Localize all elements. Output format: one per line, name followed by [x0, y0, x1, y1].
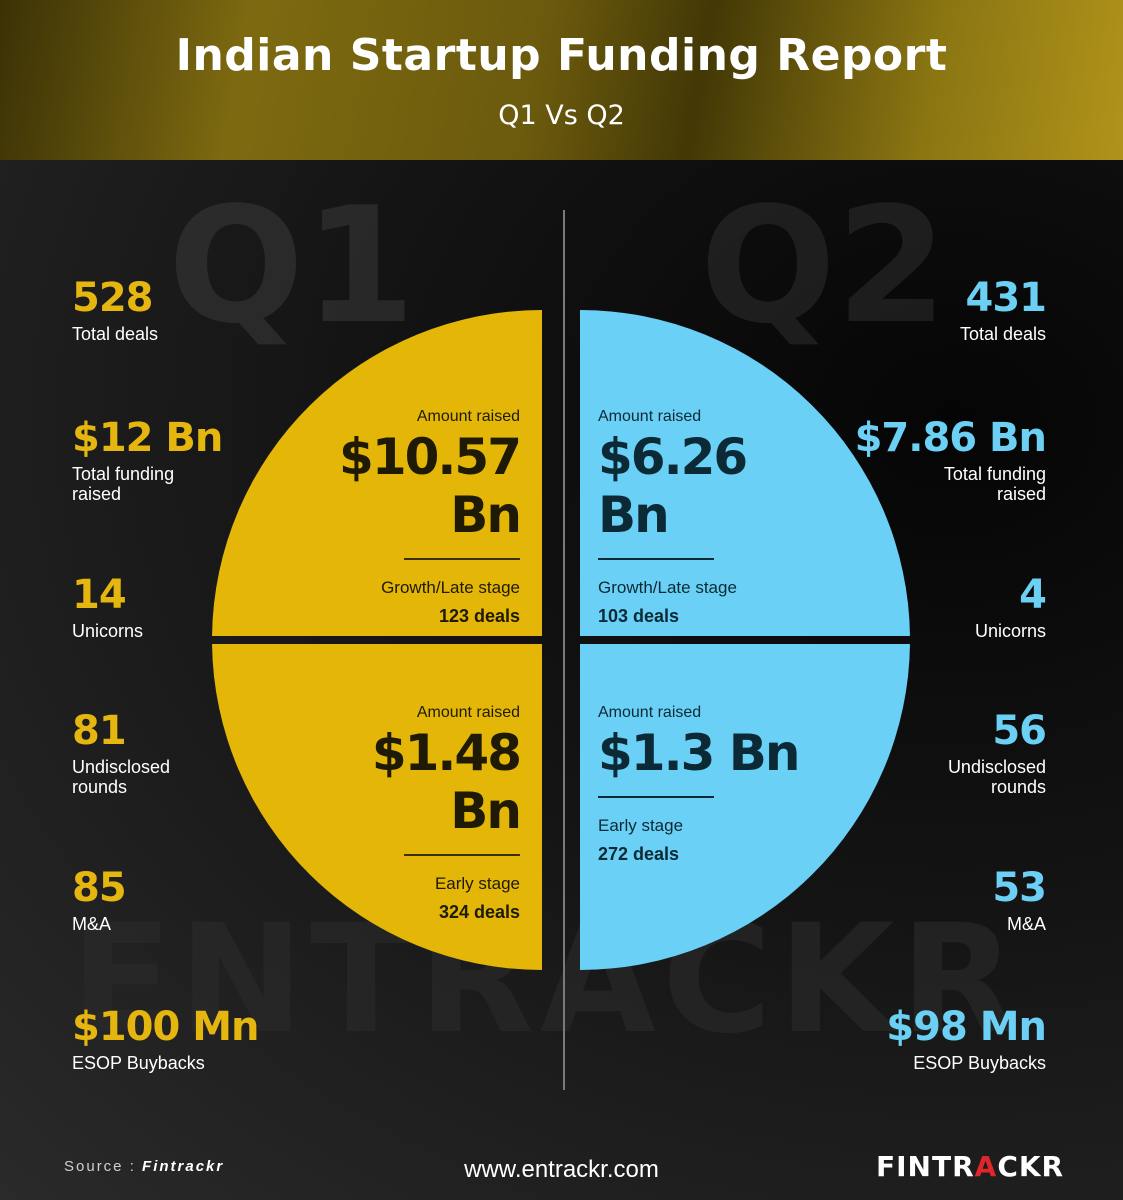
center-divider	[563, 210, 565, 1090]
website-url[interactable]: www.entrackr.com	[464, 1156, 659, 1183]
q2-early-stage-slice	[580, 644, 910, 970]
source-name: Fintrackr	[142, 1158, 225, 1175]
watermark: ENTRACKR	[70, 893, 1022, 1067]
q2-stat-value: $98 Mn	[886, 1004, 1047, 1050]
q2-stat-ma: 53 M&A	[786, 865, 1047, 934]
source-prefix: Source :	[64, 1158, 136, 1175]
q2-early-segment-label: Amount raised $1.3 Bn Early stage 272 de…	[598, 704, 828, 865]
q1-stat-ma: 85 M&A	[72, 866, 332, 934]
q1-stat-value: 528	[72, 275, 154, 321]
q2-stat-label: M&A	[1006, 914, 1046, 934]
q2-growth-stage-slice	[580, 310, 910, 636]
q2-stat-label: Total funding raised	[943, 464, 1046, 504]
fintrackr-logo: FINTRACKR	[876, 1150, 1064, 1183]
deals-count: 324 deals	[438, 902, 520, 922]
stage-label: Growth/Late stage	[598, 578, 737, 597]
q1-stat-value: 81	[72, 708, 127, 754]
logo-accent: A	[974, 1150, 998, 1183]
q1-background-text: Q1	[168, 172, 416, 359]
source-credit: Source : Fintrackr	[64, 1158, 224, 1175]
q2-stat-label: ESOP Buybacks	[913, 1053, 1046, 1073]
segment-rule	[404, 854, 520, 856]
q1-stat-value: $12 Bn	[72, 415, 223, 461]
q2-stat-unicorns: 4 Unicorns	[786, 572, 1047, 641]
q2-stat-value: 53	[992, 865, 1047, 911]
q2-stat-label: Unicorns	[974, 621, 1046, 641]
q1-early-segment-label: Amount raised $1.48 Bn Early stage 324 d…	[290, 704, 522, 923]
segment-rule	[598, 558, 714, 560]
q1-stat-total-funding: $12 Bn Total funding raised	[72, 416, 332, 504]
q1-stat-value: $100 Mn	[72, 1004, 260, 1050]
q1-early-stage-slice	[212, 644, 543, 970]
q2-stat-label: Total deals	[959, 324, 1046, 344]
page-subtitle: Q1 Vs Q2	[498, 100, 625, 131]
logo-part: CKR	[997, 1150, 1065, 1183]
amount-value: $1.48 Bn	[371, 724, 522, 840]
amount-raised-label: Amount raised	[416, 408, 520, 425]
q1-growth-segment-label: Amount raised $10.57 Bn Growth/Late stag…	[290, 408, 522, 627]
amount-value: $1.3 Bn	[598, 724, 800, 782]
deals-count: 272 deals	[598, 844, 680, 864]
amount-value: $10.57 Bn	[339, 428, 522, 544]
amount-raised-label: Amount raised	[598, 408, 702, 425]
header-banner: Indian Startup Funding Report Q1 Vs Q2	[0, 0, 1123, 160]
segment-rule	[598, 796, 714, 798]
q2-stat-total-funding: $7.86 Bn Total funding raised	[786, 415, 1047, 504]
q2-stat-esop: $98 Mn ESOP Buybacks	[786, 1004, 1047, 1073]
q1-stat-unicorns: 14 Unicorns	[72, 573, 332, 641]
q1-stat-label: M&A	[72, 914, 112, 934]
q2-stat-value: 431	[965, 275, 1048, 321]
q1-stat-value: 85	[72, 865, 127, 911]
q2-growth-segment-label: Amount raised $6.26 Bn Growth/Late stage…	[598, 408, 828, 627]
q1-stat-label: Undisclosed rounds	[72, 757, 171, 797]
deals-count: 123 deals	[438, 606, 520, 626]
q1-stat-esop: $100 Mn ESOP Buybacks	[72, 1005, 332, 1073]
q1-stat-label: ESOP Buybacks	[72, 1053, 205, 1073]
q1-growth-stage-slice	[212, 310, 543, 636]
amount-value: $6.26 Bn	[598, 428, 748, 544]
stage-label: Early stage	[598, 816, 684, 835]
stage-label: Early stage	[434, 874, 520, 893]
q1-stat-label: Total deals	[72, 324, 159, 344]
q1-stat-total-deals: 528 Total deals	[72, 276, 332, 344]
q2-stat-total-deals: 431 Total deals	[786, 275, 1048, 344]
amount-raised-label: Amount raised	[416, 704, 520, 721]
q1-stat-undisclosed: 81 Undisclosed rounds	[72, 709, 332, 797]
q1-stat-value: 14	[72, 572, 127, 618]
q1-stat-label: Unicorns	[72, 621, 144, 641]
q2-stat-value: 4	[1019, 572, 1047, 618]
segment-rule	[404, 558, 520, 560]
q2-stat-value: 56	[992, 708, 1047, 754]
page-title: Indian Startup Funding Report	[175, 30, 948, 81]
deals-count: 103 deals	[598, 606, 680, 626]
q2-background-text: Q2	[700, 172, 948, 359]
q2-stat-value: $7.86 Bn	[854, 415, 1047, 461]
q2-stat-label: Undisclosed rounds	[947, 757, 1046, 797]
logo-part: FINTR	[876, 1150, 975, 1183]
stage-label: Growth/Late stage	[381, 578, 520, 597]
amount-raised-label: Amount raised	[598, 704, 702, 721]
q1-stat-label: Total funding raised	[72, 464, 175, 504]
q2-stat-undisclosed: 56 Undisclosed rounds	[786, 708, 1047, 797]
